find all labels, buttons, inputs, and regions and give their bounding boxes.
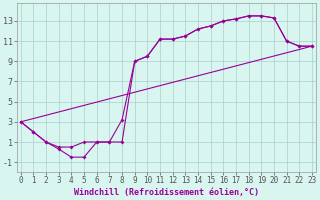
X-axis label: Windchill (Refroidissement éolien,°C): Windchill (Refroidissement éolien,°C) [74, 188, 259, 197]
